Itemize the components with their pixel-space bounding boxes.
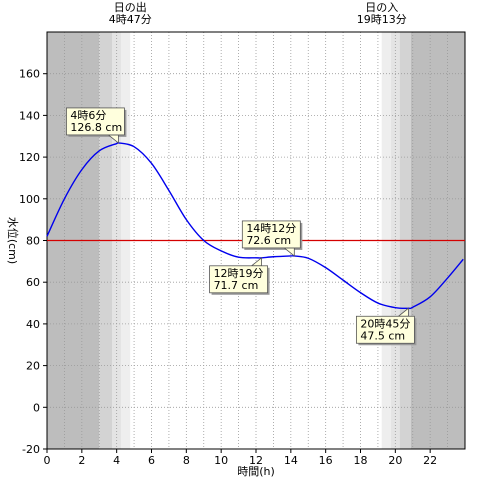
x-tick-label: 8 (183, 454, 190, 467)
x-tick-label: 12 (249, 454, 263, 467)
y-tick-label: 40 (26, 318, 40, 331)
annotation-time: 4時6分 (70, 109, 106, 122)
x-axis-title: 時間(h) (237, 465, 275, 478)
x-tick-label: 16 (319, 454, 333, 467)
annotation-value: 72.6 cm (246, 234, 291, 247)
y-tick-label: 100 (19, 193, 40, 206)
x-tick-label: 10 (214, 454, 228, 467)
sun-label-time: 19時13分 (357, 13, 407, 26)
y-tick-label: 80 (26, 235, 40, 248)
x-tick-label: 2 (78, 454, 85, 467)
x-tick-label: 0 (44, 454, 51, 467)
y-tick-label: 120 (19, 151, 40, 164)
annotation-box (241, 220, 301, 249)
annotation-time: 20時45分 (360, 317, 410, 330)
x-tick-label: 18 (354, 454, 368, 467)
annotation-value: 126.8 cm (70, 121, 122, 134)
y-axis-ticks: -20 0 20 40 60 80 100 120 140 160 (19, 68, 47, 456)
sun-label-title: 日の出 (114, 0, 147, 14)
x-tick-label: 22 (423, 454, 437, 467)
y-tick-label: -20 (22, 443, 40, 456)
annotation-value: 71.7 cm (214, 279, 259, 292)
sun-label-title: 日の入 (365, 1, 398, 14)
annotation-box (66, 107, 125, 136)
x-tick-label: 6 (148, 454, 155, 467)
annotation-box (209, 265, 268, 294)
annotation-box (355, 315, 415, 344)
annotation-time: 14時12分 (246, 222, 296, 235)
x-tick-label: 14 (284, 454, 298, 467)
x-tick-label: 4 (113, 454, 120, 467)
y-tick-label: 0 (33, 401, 40, 414)
y-tick-label: 20 (26, 360, 40, 373)
y-axis-title-group: 水位(cm) (6, 217, 20, 264)
y-tick-label: 140 (19, 109, 40, 122)
sun-label-time: 4時47分 (109, 13, 152, 26)
y-tick-label: 60 (26, 276, 40, 289)
x-axis-ticks: 0 2 4 6 8 10 12 14 16 18 20 22 (44, 449, 437, 467)
annotation-value: 47.5 cm (360, 329, 405, 342)
y-axis-title: 水位(cm) (6, 217, 20, 264)
annotation-time: 12時19分 (214, 267, 264, 280)
x-tick-label: 20 (388, 454, 402, 467)
y-tick-label: 160 (19, 68, 40, 81)
